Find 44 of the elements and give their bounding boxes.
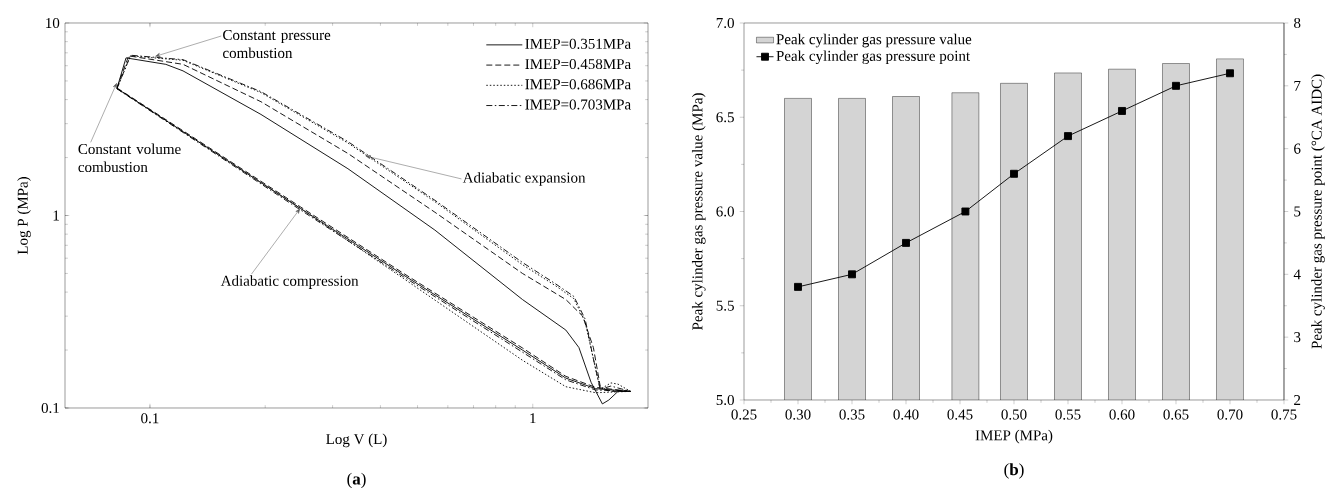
y-tick-label: 6.5 [716, 112, 734, 123]
x-axis-title: IMEP (MPa) [975, 429, 1053, 444]
x-tick-label: 0.30 [785, 409, 811, 420]
x-tick-label: 0.70 [1217, 409, 1243, 420]
y-axis-title: Peak cylinder gas pressure value (MPa) [691, 93, 706, 330]
x-tick-label: 0.45 [947, 409, 973, 420]
text: (a) [347, 472, 366, 489]
y-tick-label: 5.0 [716, 394, 734, 406]
x-tick-label: 0.25 [731, 409, 757, 420]
y2-tick-label: 6 [1294, 143, 1301, 154]
y2-tick-label: 3 [1294, 332, 1301, 343]
x-tick-label: 1 [530, 413, 536, 424]
y-tick-label: 6.0 [716, 206, 734, 217]
y-axis-title: Log P (MPa) [17, 177, 31, 255]
legend-label: Peak cylinder gas pressure point [776, 50, 971, 65]
x-tick-label: 0.35 [839, 409, 865, 420]
y2-tick-label: 5 [1294, 206, 1301, 217]
annotation: Adiabatic expansion [462, 172, 586, 186]
legend-label: Peak cylinder gas pressure value [776, 33, 972, 48]
legend-label: IMEP=0.458MPa [525, 58, 631, 70]
x-axis-title: Log V (L) [326, 433, 387, 448]
x-tick-label: 0.1 [141, 413, 159, 424]
legend-label: IMEP=0.703MPa [525, 99, 631, 110]
x-tick-label: 0.40 [893, 409, 919, 420]
y-tick-label: 5.5 [716, 300, 734, 311]
legend-label: IMEP=0.686MPa [525, 79, 631, 90]
y2-tick-label: 8 [1294, 17, 1301, 29]
y-tick-label: 1 [53, 210, 59, 221]
annotation: Constant volume combustion [78, 143, 181, 173]
annotation: Constant pressure combustion [223, 29, 331, 59]
y2-tick-label: 7 [1294, 80, 1301, 91]
x-tick-label: 0.50 [1001, 409, 1027, 420]
y2-tick-label: 2 [1294, 395, 1301, 405]
x-tick-label: 0.60 [1109, 409, 1135, 420]
annotation: Adiabatic compression [220, 275, 359, 289]
y2-axis-title: Peak cylinder gas pressure point (°CA AIDC) [1311, 74, 1325, 349]
x-tick-label: 0.75 [1271, 409, 1297, 420]
legend-label: IMEP=0.351MPa [525, 38, 631, 49]
text: (b) [1004, 463, 1024, 479]
x-tick-label: 0.65 [1163, 409, 1189, 420]
y-tick-label: 10 [46, 17, 60, 29]
x-tick-label: 0.55 [1055, 409, 1081, 420]
y2-tick-label: 4 [1293, 269, 1301, 280]
y-tick-label: 7.0 [716, 17, 734, 29]
